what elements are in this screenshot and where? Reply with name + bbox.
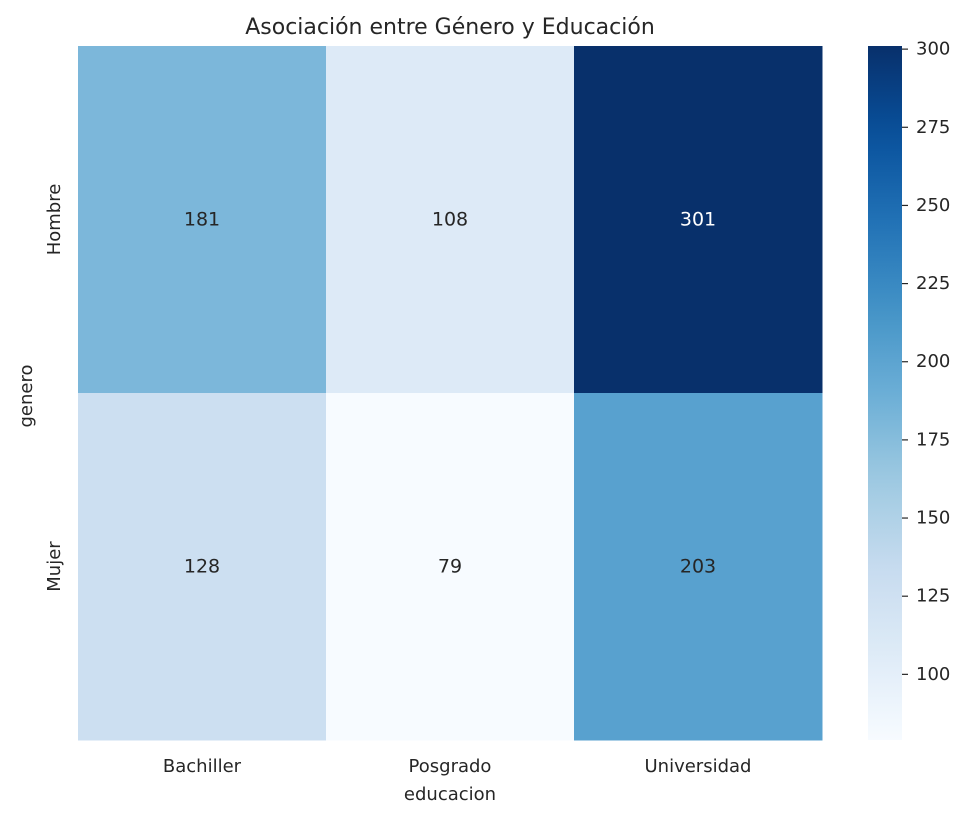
- heatmap-cell-hombre-universidad: [574, 46, 823, 394]
- colorbar-tick-label: 225: [916, 273, 950, 294]
- cell-value-label: 301: [680, 209, 716, 231]
- heatmap-cell-mujer-posgrado: [326, 393, 575, 741]
- colorbar-tick-label: 150: [916, 508, 950, 529]
- cell-value-label: 181: [184, 209, 220, 231]
- heatmap-cell-mujer-universidad: [574, 393, 823, 741]
- heatmap-cells: [78, 46, 823, 741]
- colorbar-ticks: 100 125 150 175 200 225 250 275 300: [902, 39, 950, 685]
- x-tick-labels: Bachiller Posgrado Universidad: [163, 756, 752, 777]
- x-tick-label: Posgrado: [409, 756, 492, 777]
- cell-value-label: 79: [438, 556, 462, 578]
- heatmap-cell-labels: 181 108 301 128 79 203: [184, 209, 716, 578]
- y-tick-label: Hombre: [44, 184, 65, 256]
- colorbar-tick-label: 100: [916, 664, 950, 685]
- cell-value-label: 128: [184, 556, 220, 578]
- colorbar-tick-label: 250: [916, 195, 950, 216]
- colorbar: 100 125 150 175 200 225 250 275 300: [868, 39, 950, 740]
- colorbar-tick-label: 300: [916, 39, 950, 60]
- heatmap-cell-mujer-bachiller: [78, 393, 327, 741]
- colorbar-tick-label: 125: [916, 586, 950, 607]
- cell-value-label: 108: [432, 209, 468, 231]
- colorbar-gradient: [868, 46, 902, 740]
- y-tick-labels: Hombre Mujer: [44, 184, 65, 592]
- x-axis-label: educacion: [404, 784, 496, 805]
- heatmap-cell-hombre-posgrado: [326, 46, 575, 394]
- colorbar-tick-label: 175: [916, 429, 950, 450]
- x-tick-label: Bachiller: [163, 756, 242, 777]
- colorbar-tick-label: 200: [916, 351, 950, 372]
- chart-title: Asociación entre Género y Educación: [245, 15, 655, 40]
- colorbar-tick-label: 275: [916, 117, 950, 138]
- y-tick-label: Mujer: [44, 541, 65, 592]
- y-axis-label: genero: [16, 365, 37, 428]
- cell-value-label: 203: [680, 556, 716, 578]
- x-tick-label: Universidad: [645, 756, 752, 777]
- heatmap-cell-hombre-bachiller: [78, 46, 327, 394]
